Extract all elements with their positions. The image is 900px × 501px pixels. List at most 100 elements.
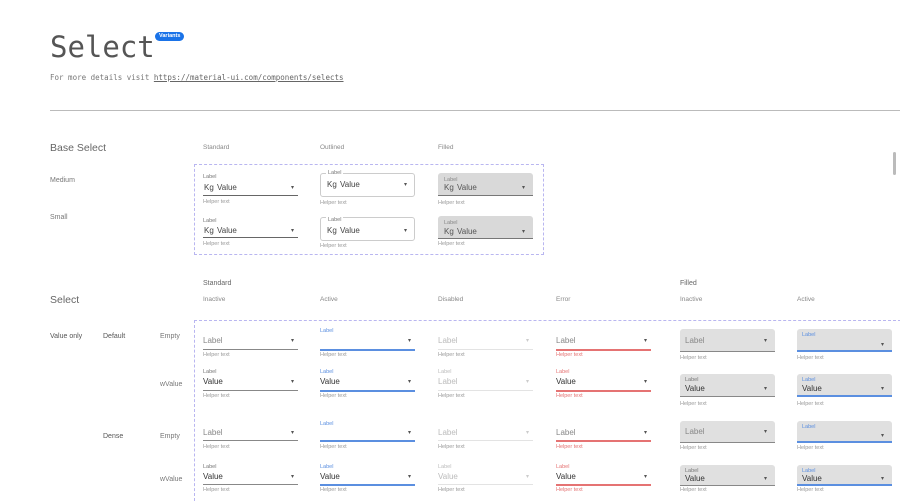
helper-text: Helper text	[320, 199, 347, 206]
caret-down-icon[interactable]: ▾	[526, 430, 530, 436]
caret-down-icon[interactable]: ▾	[404, 182, 408, 188]
filled-select[interactable]	[438, 216, 533, 239]
helper-text: Helper text	[203, 351, 230, 358]
select-value: Value	[556, 472, 576, 482]
filled-select[interactable]	[438, 173, 533, 196]
filled-active-select[interactable]	[797, 421, 892, 443]
caret-down-icon[interactable]: ▾	[408, 474, 412, 480]
helper-text: Helper text	[797, 444, 824, 451]
field-label: Label	[685, 427, 705, 437]
caret-down-icon[interactable]: ▾	[408, 430, 412, 436]
caret-down-icon[interactable]: ▾	[408, 338, 412, 344]
caret-down-icon[interactable]: ▾	[881, 342, 885, 349]
field-label: Label	[556, 428, 576, 438]
select-value: Value	[203, 472, 223, 482]
caret-down-icon[interactable]: ▾	[291, 338, 295, 344]
field-label: Label	[203, 463, 217, 470]
unit-prefix: Kg	[444, 183, 454, 193]
caret-down-icon[interactable]: ▾	[764, 386, 768, 393]
select-heading: Select	[50, 294, 80, 306]
row-medium: Medium	[50, 177, 75, 184]
filled-inactive-select[interactable]	[680, 374, 775, 397]
caret-down-icon[interactable]: ▾	[522, 185, 526, 191]
caret-down-icon[interactable]: ▾	[764, 337, 768, 344]
active-select[interactable]	[320, 419, 415, 441]
filled-inactive-select[interactable]	[680, 421, 775, 443]
state-wvalue: wValue	[160, 476, 183, 483]
select-value: Value	[217, 226, 237, 236]
underline	[320, 484, 415, 486]
caret-down-icon[interactable]: ▾	[526, 338, 530, 344]
helper-text: Helper text	[556, 443, 583, 450]
select-variants-frame	[194, 320, 900, 501]
caret-down-icon[interactable]: ▾	[526, 379, 530, 385]
select-value: Value	[457, 183, 477, 193]
underline	[556, 440, 651, 442]
col-filled-active: Active	[797, 296, 815, 303]
col-disabled: Disabled	[438, 296, 464, 303]
underline	[438, 440, 533, 441]
subtitle-text: For more details visit	[50, 73, 154, 82]
caret-down-icon[interactable]: ▾	[881, 475, 885, 482]
helper-text: Helper text	[438, 240, 465, 247]
base-variants-frame	[194, 164, 544, 255]
filled-active-select[interactable]	[797, 465, 892, 486]
scrollbar-thumb[interactable]	[893, 152, 896, 175]
helper-text: Helper text	[680, 354, 707, 361]
caret-down-icon[interactable]: ▾	[764, 429, 768, 435]
underline	[203, 390, 298, 391]
unit-prefix: Kg	[444, 227, 454, 237]
caret-down-icon[interactable]: ▾	[291, 228, 295, 234]
filled-inactive-select[interactable]	[680, 329, 775, 352]
field-label: Label	[556, 336, 576, 346]
caret-down-icon[interactable]: ▾	[522, 229, 526, 235]
state-empty: Empty	[160, 333, 180, 340]
unit-prefix: Kg	[204, 226, 214, 236]
underline	[438, 484, 533, 485]
helper-text: Helper text	[203, 486, 230, 493]
divider	[50, 110, 900, 111]
filled-inactive-select[interactable]	[680, 465, 775, 486]
underline	[438, 349, 533, 350]
field-label: Label	[438, 463, 452, 470]
underline	[320, 440, 415, 442]
state-empty: Empty	[160, 433, 180, 440]
outlined-select[interactable]	[320, 173, 415, 197]
col-filled-inactive: Inactive	[680, 296, 703, 303]
density-dense: Dense	[103, 433, 124, 440]
field-label: Label	[802, 331, 816, 338]
helper-text: Helper text	[320, 242, 347, 249]
density-default: Default	[103, 333, 126, 340]
active-select[interactable]	[320, 326, 415, 350]
filled-active-select[interactable]	[797, 374, 892, 397]
field-label: Label	[203, 173, 217, 180]
field-label: Label	[685, 467, 699, 474]
row-small: Small	[50, 214, 68, 221]
caret-down-icon[interactable]: ▾	[881, 433, 885, 440]
outlined-select[interactable]	[320, 217, 415, 241]
helper-text: Helper text	[320, 486, 347, 493]
caret-down-icon[interactable]: ▾	[408, 379, 412, 385]
caret-down-icon[interactable]: ▾	[526, 474, 530, 480]
caret-down-icon[interactable]: ▾	[291, 379, 295, 385]
helper-text: Helper text	[797, 486, 824, 493]
docs-link[interactable]: https://material-ui.com/components/selec…	[153, 73, 344, 82]
caret-down-icon[interactable]: ▾	[644, 474, 648, 480]
caret-down-icon[interactable]: ▾	[644, 430, 648, 436]
caret-down-icon[interactable]: ▾	[291, 474, 295, 480]
field-label: Label	[326, 169, 344, 177]
filled-active-select[interactable]	[797, 329, 892, 352]
caret-down-icon[interactable]: ▾	[644, 379, 648, 385]
caret-down-icon[interactable]: ▾	[291, 185, 295, 191]
unit-prefix: Kg	[327, 180, 337, 190]
caret-down-icon[interactable]: ▾	[404, 228, 408, 234]
caret-down-icon[interactable]: ▾	[291, 430, 295, 436]
caret-down-icon[interactable]: ▾	[644, 338, 648, 344]
caret-down-icon[interactable]: ▾	[764, 475, 768, 482]
caret-down-icon[interactable]: ▾	[881, 386, 885, 393]
select-value: Label	[438, 377, 458, 387]
helper-text: Helper text	[556, 351, 583, 358]
helper-text: Helper text	[320, 351, 347, 358]
helper-text: Helper text	[203, 443, 230, 450]
select-value: Value	[457, 227, 477, 237]
